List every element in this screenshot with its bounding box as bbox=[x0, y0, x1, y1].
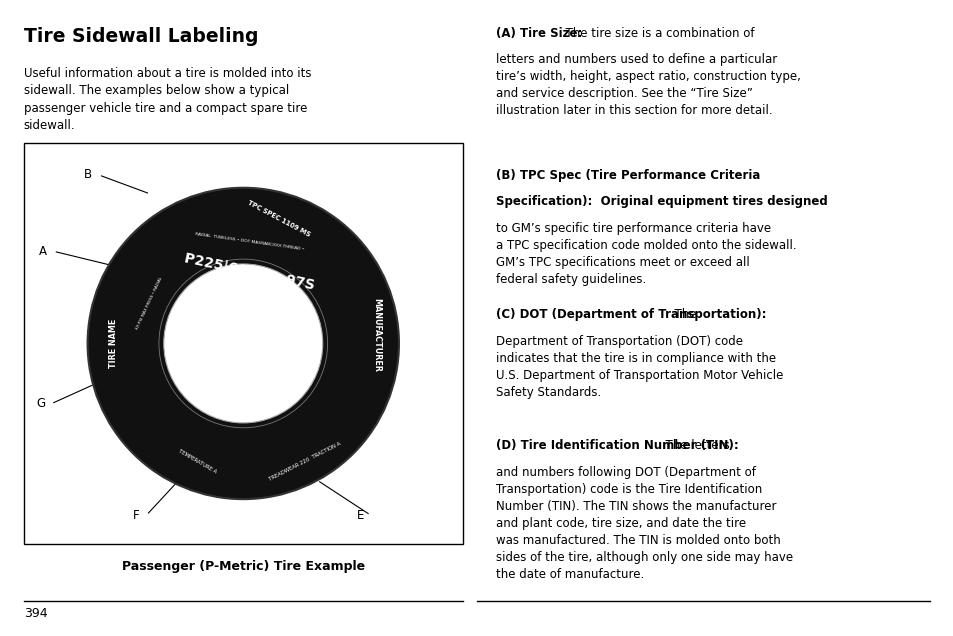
Text: TEMPERATURE A: TEMPERATURE A bbox=[177, 449, 217, 475]
Text: (C) DOT (Department of Transportation):: (C) DOT (Department of Transportation): bbox=[496, 308, 766, 321]
Text: TIRE NAME: TIRE NAME bbox=[109, 319, 118, 368]
Text: and numbers following DOT (Department of
Transportation) code is the Tire Identi: and numbers following DOT (Department of… bbox=[496, 466, 792, 581]
Text: (B) TPC Spec (Tire Performance Criteria: (B) TPC Spec (Tire Performance Criteria bbox=[496, 169, 760, 181]
Text: The: The bbox=[666, 308, 696, 321]
Text: TREADWEAR 220  TRACTION A: TREADWEAR 220 TRACTION A bbox=[268, 441, 341, 482]
Text: E: E bbox=[356, 509, 363, 522]
Text: (A) Tire Size:: (A) Tire Size: bbox=[496, 27, 582, 39]
Text: to GM’s specific tire performance criteria have
a TPC specification code molded : to GM’s specific tire performance criter… bbox=[496, 222, 796, 286]
Text: The letters: The letters bbox=[658, 439, 729, 452]
Text: Specification):  Original equipment tires designed: Specification): Original equipment tires… bbox=[496, 195, 827, 208]
Text: MANUFACTURER: MANUFACTURER bbox=[372, 298, 380, 372]
Text: Tire Sidewall Labeling: Tire Sidewall Labeling bbox=[24, 27, 258, 46]
Text: The tire size is a combination of: The tire size is a combination of bbox=[557, 27, 753, 39]
Text: B: B bbox=[84, 169, 92, 181]
Text: F: F bbox=[132, 509, 139, 522]
Text: Useful information about a tire is molded into its
sidewall. The examples below : Useful information about a tire is molde… bbox=[24, 67, 311, 132]
Text: C: C bbox=[213, 334, 221, 347]
Text: Department of Transportation (DOT) code
indicates that the tire is in compliance: Department of Transportation (DOT) code … bbox=[496, 335, 782, 399]
Text: XX PSI MAX PRESS • RADIAL: XX PSI MAX PRESS • RADIAL bbox=[135, 276, 163, 330]
Text: (D) Tire Identification Number (TIN):: (D) Tire Identification Number (TIN): bbox=[496, 439, 738, 452]
Text: G: G bbox=[36, 398, 45, 410]
FancyBboxPatch shape bbox=[24, 143, 462, 544]
Text: TPC SPEC 1109 MS: TPC SPEC 1109 MS bbox=[246, 200, 311, 238]
Text: 394: 394 bbox=[24, 607, 48, 620]
Text: letters and numbers used to define a particular
tire’s width, height, aspect rat: letters and numbers used to define a par… bbox=[496, 53, 801, 118]
Text: P225|60R16  97S: P225|60R16 97S bbox=[183, 251, 315, 293]
Text: A: A bbox=[39, 245, 47, 258]
Text: Passenger (P-Metric) Tire Example: Passenger (P-Metric) Tire Example bbox=[122, 560, 364, 572]
Ellipse shape bbox=[164, 264, 322, 423]
Ellipse shape bbox=[88, 188, 398, 499]
Text: D: D bbox=[246, 334, 254, 347]
Text: RADIAL  TUBELESS • DOT MA5RABCXXX THREAD •: RADIAL TUBELESS • DOT MA5RABCXXX THREAD … bbox=[194, 232, 304, 252]
